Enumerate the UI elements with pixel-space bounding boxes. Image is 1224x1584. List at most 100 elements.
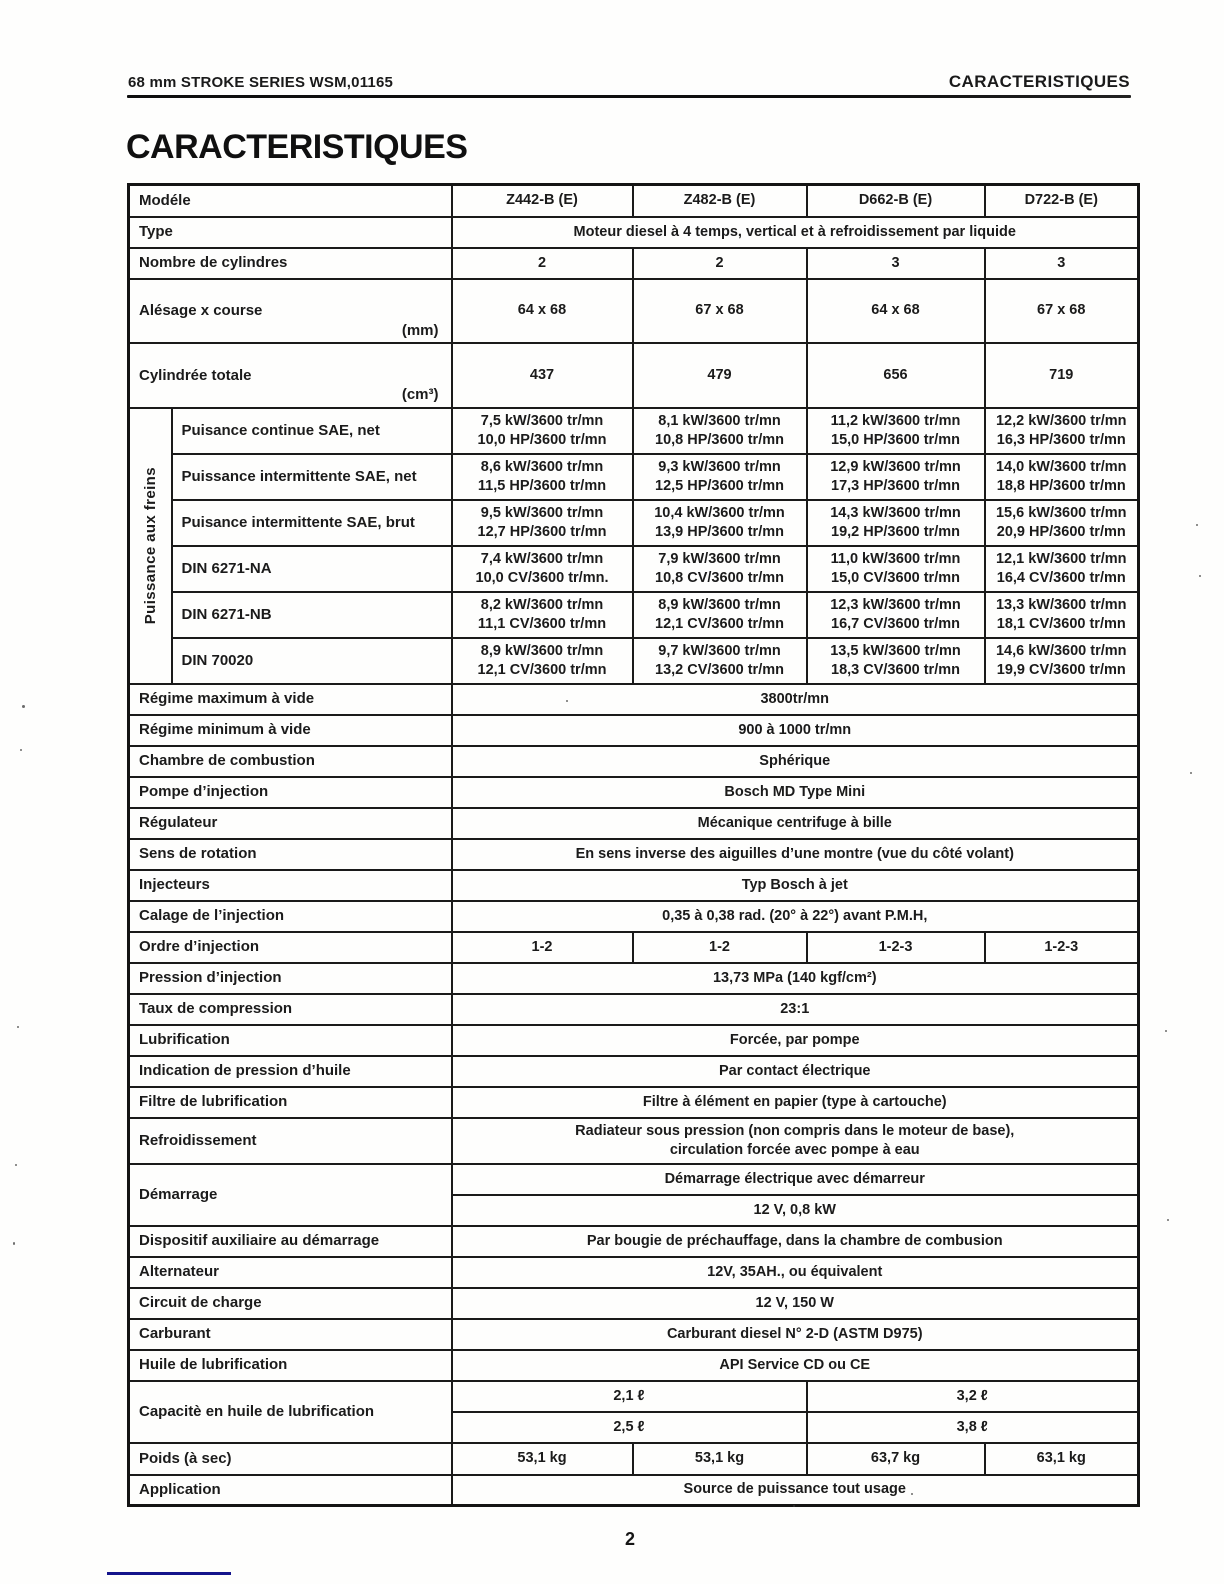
label-circuit-charge: Circuit de charge <box>127 1286 453 1320</box>
label-chambre: Chambre de combustion <box>127 744 453 778</box>
group-label-puissance-aux-freins: Puissance aux freins <box>127 406 173 685</box>
value-demarrage-type: Démarrage électrique avec démarreur <box>450 1162 1140 1196</box>
row-application: Application Source de puissance tout usa… <box>127 1473 1140 1507</box>
value-poids: 53,1 kg <box>450 1441 634 1476</box>
value-filtre-lubrification: Filtre à élément en papier (type à carto… <box>450 1085 1140 1119</box>
model-name: Z442-B (E) <box>450 183 634 218</box>
row-sens-rotation: Sens de rotation En sens inverse des aig… <box>127 837 1140 871</box>
row-puissance-intermittente-net: Puissance intermittente SAE, net 8,6 kW/… <box>129 452 1140 501</box>
label-type: Type <box>127 215 453 249</box>
model-name: D662-B (E) <box>805 183 986 218</box>
label-regulateur: Régulateur <box>127 806 453 840</box>
page-title: CARACTERISTIQUES <box>126 128 468 166</box>
unit-mm: (mm) <box>401 321 439 339</box>
model-name: D722-B (E) <box>983 183 1140 218</box>
value-pompe-injection: Bosch MD Type Mini <box>450 775 1140 809</box>
value-puissance: 14,0 kW/3600 tr/mn 18,8 HP/3600 tr/mn <box>983 452 1140 501</box>
value-chambre: Sphérique <box>450 744 1140 778</box>
row-puissance-continue: Puissance aux freins Puisance continue S… <box>127 406 1140 685</box>
row-capacite-huile-2: 2,5 ℓ 3,8 ℓ <box>129 1410 1140 1444</box>
value-carburant: Carburant diesel N° 2-D (ASTM D975) <box>450 1317 1140 1351</box>
label-calage: Calage de l’injection <box>127 899 453 933</box>
value-indication-pression-huile: Par contact électrique <box>450 1054 1140 1088</box>
label-modele: Modéle <box>127 183 453 218</box>
label-lubrification: Lubrification <box>127 1023 453 1057</box>
value-puissance: 9,7 kW/3600 tr/mn 13,2 CV/3600 tr/mn <box>631 636 808 685</box>
scan-speck <box>17 1026 19 1028</box>
row-circuit-charge: Circuit de charge 12 V, 150 W <box>127 1286 1140 1320</box>
label-injecteurs: Injecteurs <box>127 868 453 902</box>
row-capacite-huile: Capacitè en huile de lubrification 2,1 ℓ… <box>127 1379 1140 1444</box>
label-carburant: Carburant <box>127 1317 453 1351</box>
row-regulateur: Régulateur Mécanique centrifuge à bille <box>127 806 1140 840</box>
row-alesage: Alésage x course (mm) 64 x 68 67 x 68 64… <box>127 277 1140 344</box>
row-demarrage-puissance: 12 V, 0,8 kW <box>129 1193 1140 1227</box>
row-regime-min: Régime minimum à vide 900 à 1000 tr/mn <box>127 713 1140 747</box>
value-poids: 63,7 kg <box>805 1441 986 1476</box>
value-capacite-d: 3,2 ℓ <box>805 1379 1140 1413</box>
row-huile-lubrification: Huile de lubrification API Service CD ou… <box>127 1348 1140 1382</box>
value-puissance: 11,0 kW/3600 tr/mn 15,0 CV/3600 tr/mn <box>805 544 986 593</box>
value-alesage: 64 x 68 <box>450 277 634 344</box>
value-cylindree: 656 <box>805 342 986 409</box>
value-puissance: 9,3 kW/3600 tr/mn 12,5 HP/3600 tr/mn <box>631 452 808 501</box>
value-cylindree: 719 <box>983 342 1140 409</box>
value-puissance: 12,3 kW/3600 tr/mn 16,7 CV/3600 tr/mn <box>805 590 986 639</box>
label-refroidissement: Refroidissement <box>127 1116 453 1165</box>
row-demarrage: Démarrage Démarrage électrique avec déma… <box>127 1162 1140 1227</box>
value-refroidissement: Radiateur sous pression (non compris dan… <box>450 1116 1140 1165</box>
value-puissance: 7,5 kW/3600 tr/mn 10,0 HP/3600 tr/mn <box>450 406 634 455</box>
row-refroidissement: Refroidissement Radiateur sous pression … <box>127 1116 1140 1165</box>
value-puissance: 11,2 kW/3600 tr/mn 15,0 HP/3600 tr/mn <box>805 406 986 455</box>
row-lubrification: Lubrification Forcée, par pompe <box>127 1023 1140 1057</box>
value-injecteurs: Typ Bosch à jet <box>450 868 1140 902</box>
value-alesage: 64 x 68 <box>805 277 986 344</box>
row-pompe-injection: Pompe d’injection Bosch MD Type Mini <box>127 775 1140 809</box>
label-pompe-injection: Pompe d’injection <box>127 775 453 809</box>
value-puissance: 14,3 kW/3600 tr/mn 19,2 HP/3600 tr/mn <box>805 498 986 547</box>
value-cylindres: 3 <box>805 246 986 280</box>
value-capacite-d: 3,8 ℓ <box>805 1410 1140 1444</box>
value-alesage: 67 x 68 <box>983 277 1140 344</box>
row-indication-pression-huile: Indication de pression d’huile Par conta… <box>127 1054 1140 1088</box>
value-dispositif-auxiliaire: Par bougie de préchauffage, dans la cham… <box>450 1224 1140 1258</box>
unit-cm3: (cm³) <box>401 386 439 403</box>
value-cylindres: 2 <box>450 246 634 280</box>
model-name: Z482-B (E) <box>631 183 808 218</box>
scan-speck <box>20 749 22 751</box>
value-puissance: 13,3 kW/3600 tr/mn 18,1 CV/3600 tr/mn <box>983 590 1140 639</box>
scan-speck <box>1165 1030 1167 1032</box>
row-chambre: Chambre de combustion Sphérique <box>127 744 1140 778</box>
row-din-6271-nb: DIN 6271-NB 8,2 kW/3600 tr/mn 11,1 CV/36… <box>129 590 1140 639</box>
value-sens-rotation: En sens inverse des aiguilles d’une mont… <box>450 837 1140 871</box>
value-regime-min: 900 à 1000 tr/mn <box>450 713 1140 747</box>
row-calage: Calage de l’injection 0,35 à 0,38 rad. (… <box>127 899 1140 933</box>
value-puissance: 10,4 kW/3600 tr/mn 13,9 HP/3600 tr/mn <box>631 498 808 547</box>
value-huile-lubrification: API Service CD ou CE <box>450 1348 1140 1382</box>
label-demarrage: Démarrage <box>127 1162 453 1227</box>
row-regime-max: Régime maximum à vide 3800tr/mn <box>127 682 1140 716</box>
header-rule <box>127 95 1131 98</box>
value-puissance: 8,9 kW/3600 tr/mn 12,1 CV/3600 tr/mn <box>450 636 634 685</box>
value-puissance: 8,1 kW/3600 tr/mn 10,8 HP/3600 tr/mn <box>631 406 808 455</box>
label-sens-rotation: Sens de rotation <box>127 837 453 871</box>
label-alternateur: Alternateur <box>127 1255 453 1289</box>
label-pression-injection: Pression d’injection <box>127 961 453 995</box>
scan-speck <box>15 1164 17 1166</box>
label-din-6271-na: DIN 6271-NA <box>170 544 453 593</box>
label-application: Application <box>127 1473 453 1507</box>
label-alesage: Alésage x course (mm) <box>127 277 453 344</box>
label-regime-max: Régime maximum à vide <box>127 682 453 716</box>
value-poids: 53,1 kg <box>631 1441 808 1476</box>
value-ordre: 1-2 <box>450 930 634 964</box>
value-calage: 0,35 à 0,38 rad. (20° à 22°) avant P.M.H… <box>450 899 1140 933</box>
row-din-6271-na: DIN 6271-NA 7,4 kW/3600 tr/mn 10,0 CV/36… <box>129 544 1140 593</box>
running-header-left: 68 mm STROKE SERIES WSM,01165 <box>128 74 394 91</box>
value-puissance: 15,6 kW/3600 tr/mn 20,9 HP/3600 tr/mn <box>983 498 1140 547</box>
value-alesage: 67 x 68 <box>631 277 808 344</box>
value-puissance: 12,9 kW/3600 tr/mn 17,3 HP/3600 tr/mn <box>805 452 986 501</box>
value-regime-max: 3800tr/mn <box>450 682 1140 716</box>
scan-speck <box>1199 575 1201 577</box>
row-taux-compression: Taux de compression 23:1 <box>127 992 1140 1026</box>
